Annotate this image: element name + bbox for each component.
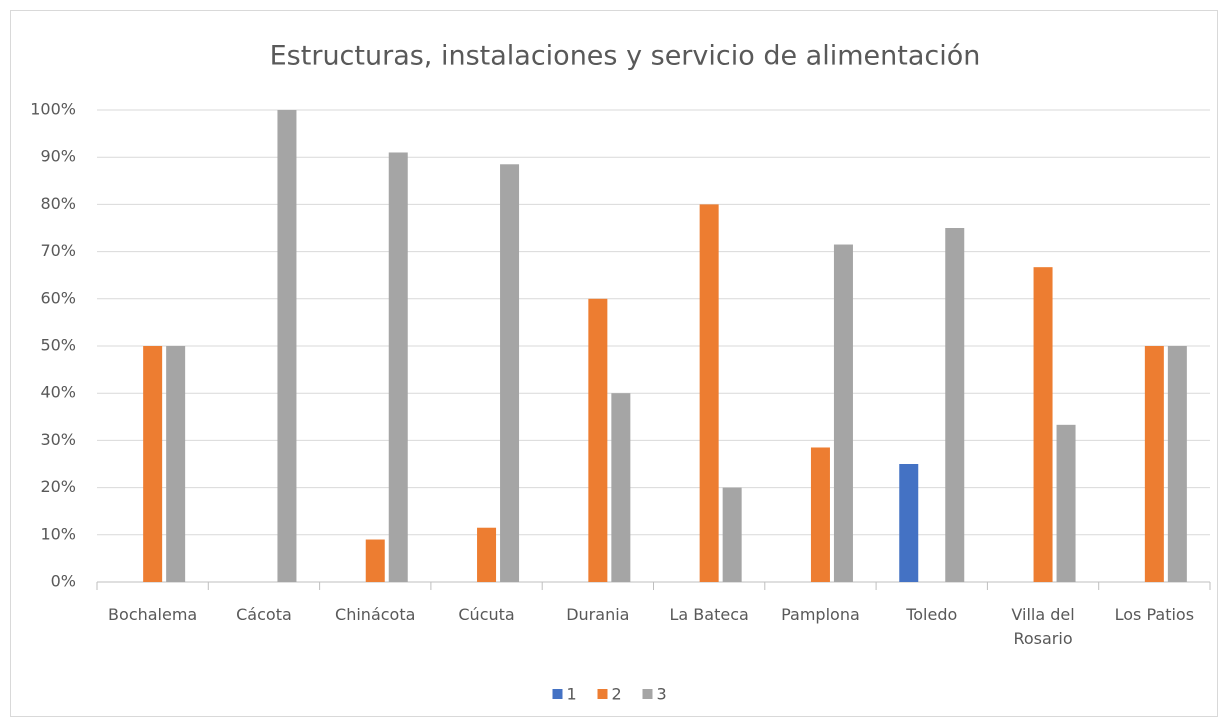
bar (810, 447, 830, 582)
bar (1167, 346, 1187, 582)
y-tick-label: 40% (40, 383, 76, 402)
bar (277, 110, 297, 582)
legend-label: 3 (657, 685, 667, 704)
bar (166, 346, 186, 582)
bar (1033, 267, 1053, 582)
y-tick-label: 0% (51, 572, 76, 591)
legend-swatch (552, 689, 563, 699)
x-tick-label: Villa del Rosario (1011, 605, 1075, 648)
bar (945, 228, 965, 582)
bar (588, 298, 608, 582)
x-tick-label: Durania (566, 605, 630, 624)
bar (899, 464, 919, 582)
y-tick-label: 70% (40, 241, 76, 260)
chart-border (10, 10, 1218, 717)
bar (722, 487, 742, 582)
x-tick-label: Pamplona (781, 605, 860, 624)
y-tick-label: 10% (40, 524, 76, 543)
bar (699, 204, 719, 582)
bar (833, 244, 853, 582)
legend-swatch (642, 689, 653, 699)
x-tick-label: Los Patios (1114, 605, 1195, 624)
chart-title: Estructuras, instalaciones y servicio de… (270, 41, 981, 72)
bar (500, 164, 520, 582)
bar (1056, 424, 1076, 582)
bar (611, 393, 631, 582)
y-tick-label: 50% (40, 336, 76, 355)
y-tick-label: 60% (40, 288, 76, 307)
x-tick-label: La Bateca (669, 605, 749, 624)
y-tick-label: 90% (40, 147, 76, 166)
bar (388, 152, 408, 583)
x-tick-label: Cácota (236, 605, 292, 624)
x-tick-label: Bochalema (108, 605, 198, 624)
bar (477, 527, 497, 582)
y-tick-label: 100% (30, 100, 76, 119)
y-tick-label: 30% (40, 430, 76, 449)
bar (1144, 346, 1164, 582)
y-tick-label: 20% (40, 477, 76, 496)
legend-swatch (597, 689, 608, 699)
legend-label: 2 (612, 685, 622, 704)
x-tick-label: Cúcuta (458, 605, 515, 624)
bar (365, 539, 385, 582)
bar (143, 346, 163, 582)
legend-label: 1 (567, 685, 577, 704)
y-tick-label: 80% (40, 194, 76, 213)
x-tick-label: Toledo (906, 605, 958, 624)
x-tick-label: Chinácota (335, 605, 416, 624)
